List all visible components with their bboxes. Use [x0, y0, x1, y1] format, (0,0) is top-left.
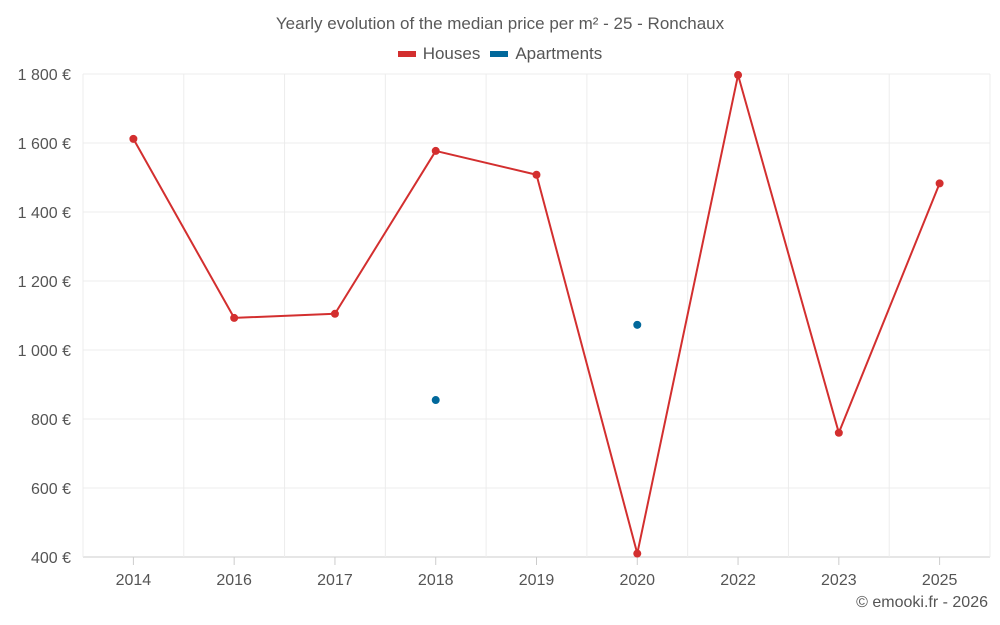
- grid-layer: [82, 73, 991, 558]
- legend-label-apartments: Apartments: [515, 44, 603, 63]
- data-point-houses-2016: [230, 313, 239, 322]
- series-layer: [129, 71, 944, 558]
- x-tick-label: 2014: [116, 572, 152, 589]
- axis-layer: 400 € 600 € 800 € 1 000 € 1 200 € 1 400 € 1 60…: [18, 67, 958, 589]
- y-tick-label: 800 €: [31, 412, 71, 429]
- legend-label-houses: Houses: [422, 44, 481, 63]
- data-point-houses-2019: [532, 170, 541, 179]
- y-tick-label: 1 800 €: [18, 67, 71, 84]
- x-tick-label: 2018: [418, 572, 454, 589]
- y-tick-label: 600 €: [31, 481, 71, 498]
- x-tick-label: 2019: [519, 572, 555, 589]
- data-point-houses-2025: [935, 179, 944, 188]
- x-tick-label: 2016: [216, 572, 252, 589]
- data-point-houses-2018: [431, 146, 440, 155]
- legend-swatch-apartments: [490, 51, 509, 57]
- y-tick-label: 1 400 €: [18, 205, 71, 222]
- x-tick-label: 2025: [922, 572, 958, 589]
- x-tick-label: 2017: [317, 572, 353, 589]
- legend: Houses Apartments: [0, 44, 1000, 64]
- chart-title: Yearly evolution of the median price per…: [275, 14, 725, 33]
- series-line-houses: [132, 74, 941, 555]
- y-tick-label: 1 600 €: [18, 136, 71, 153]
- y-tick-label: 400 €: [31, 550, 71, 567]
- x-tick-label: 2023: [821, 572, 857, 589]
- data-point-apartments-2018: [431, 396, 440, 405]
- data-point-apartments-2020: [633, 320, 642, 329]
- x-tick-label: 2022: [720, 572, 756, 589]
- credit-text: © emooki.fr - 2026: [856, 594, 988, 611]
- data-point-houses-2023: [834, 428, 843, 437]
- data-point-houses-2014: [129, 134, 138, 143]
- data-point-houses-2020: [633, 549, 642, 558]
- y-tick-label: 1 200 €: [18, 274, 71, 291]
- data-point-houses-2017: [330, 309, 339, 318]
- y-tick-label: 1 000 €: [18, 343, 71, 360]
- legend-swatch-houses: [397, 51, 416, 57]
- legend-item-houses[interactable]: Houses: [397, 44, 481, 64]
- legend-item-apartments[interactable]: Apartments: [490, 44, 602, 64]
- x-tick-label: 2020: [619, 572, 655, 589]
- data-point-houses-2022: [734, 71, 743, 80]
